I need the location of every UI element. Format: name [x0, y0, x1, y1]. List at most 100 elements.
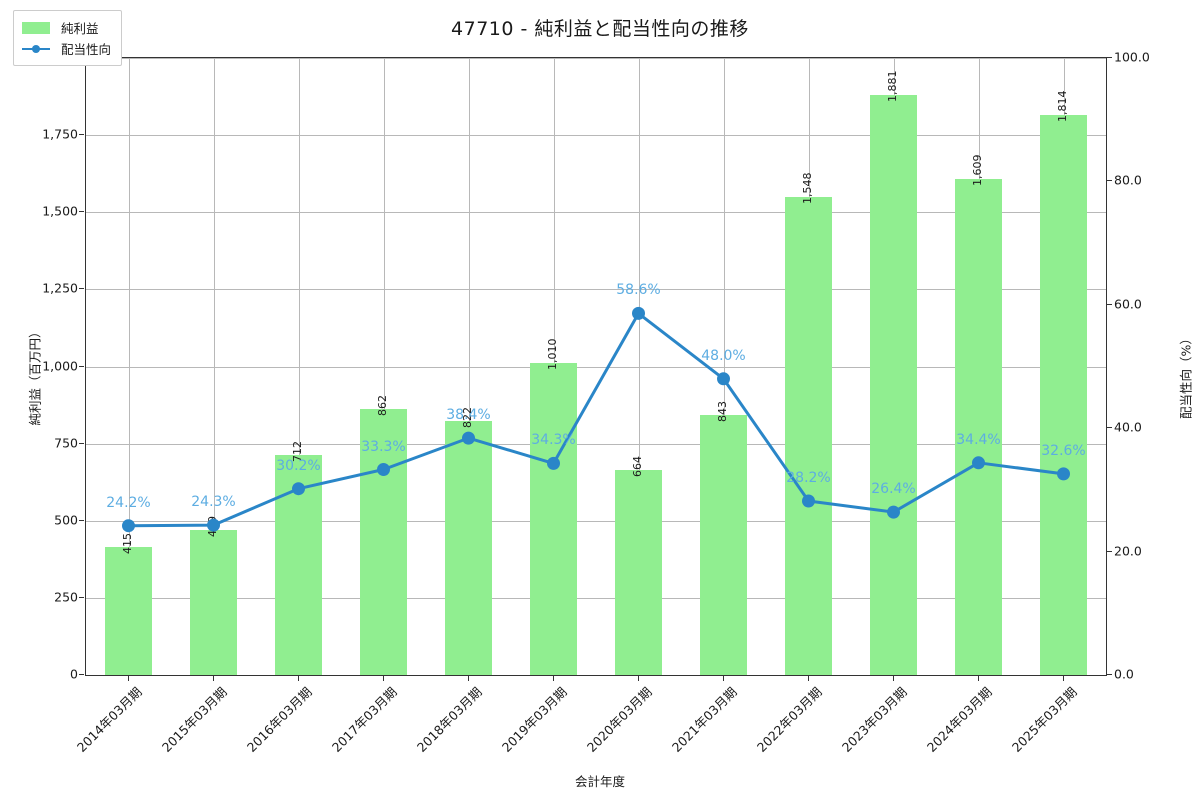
bar-value-label: 1,010 — [545, 338, 559, 371]
bar-value-label: 469 — [205, 516, 219, 538]
x-tick-label: 2017年03月期 — [328, 684, 400, 755]
y-tick-mark-left — [79, 596, 84, 598]
legend-label-payout-ratio: 配当性向 — [61, 42, 112, 57]
x-tick-mark — [553, 676, 554, 681]
y-tick-label-left: 500 — [54, 512, 78, 528]
legend-label-net-income: 純利益 — [61, 21, 99, 36]
gridline-horizontal — [86, 597, 1106, 599]
plot-area: 415 469 712 862 822 1,010 664 843 1,548 1,881 1,60… — [85, 57, 1107, 676]
bar — [785, 197, 832, 675]
bar-value-label: 843 — [715, 400, 729, 422]
bar-value-label: 664 — [630, 456, 644, 478]
x-tick-label: 2024年03月期 — [923, 684, 995, 755]
y-tick-mark-right — [1107, 57, 1112, 58]
bar-value-label: 1,548 — [800, 172, 814, 205]
bar-value-label: 1,881 — [885, 70, 899, 102]
bar — [615, 470, 662, 675]
bar — [190, 530, 237, 675]
y-axis-label-right: 配当性向（%） — [1178, 332, 1194, 419]
x-tick-mark — [298, 676, 299, 681]
y-tick-label-left: 1,750 — [42, 126, 78, 142]
y-tick-mark-left — [79, 365, 84, 367]
bar — [275, 455, 322, 675]
y-tick-mark-right — [1107, 180, 1112, 182]
x-tick-label: 2023年03月期 — [838, 684, 910, 755]
y-tick-label-right: 0.0 — [1114, 666, 1134, 682]
x-axis-label: 会計年度 — [574, 774, 625, 789]
x-tick-mark — [128, 676, 129, 681]
y-tick-label-right: 60.0 — [1114, 296, 1142, 312]
y-tick-label-left: 1,250 — [42, 280, 78, 296]
y-tick-mark-right — [1107, 427, 1112, 429]
y-tick-label-right: 80.0 — [1114, 172, 1142, 188]
line-value-label: 58.6% — [616, 282, 661, 299]
line-value-label: 24.2% — [106, 494, 151, 511]
bar-value-label: 1,814 — [1055, 90, 1069, 123]
x-tick-label: 2016年03月期 — [243, 684, 315, 755]
bar-value-label: 1,609 — [970, 154, 984, 186]
gridline-horizontal — [86, 135, 1106, 137]
bar-value-label: 415 — [120, 532, 134, 554]
y-tick-mark-left — [79, 211, 84, 213]
y-tick-label-left: 250 — [54, 589, 78, 605]
x-tick-mark — [893, 676, 894, 681]
y-tick-mark-left — [79, 288, 84, 290]
y-tick-mark-left — [79, 519, 84, 521]
line-value-label: 30.2% — [276, 457, 321, 474]
bar — [105, 546, 152, 675]
y-tick-mark-left — [79, 134, 84, 136]
y-tick-label-right: 100.0 — [1114, 49, 1150, 65]
y-tick-label-left: 0 — [70, 666, 78, 682]
x-tick-label: 2025年03月期 — [1008, 684, 1080, 755]
line-value-label: 34.4% — [956, 431, 1001, 448]
line-value-label: 34.3% — [531, 432, 576, 449]
legend-line-marker-icon — [22, 43, 50, 55]
gridline-horizontal — [86, 366, 1106, 368]
y-tick-mark-right — [1107, 550, 1112, 552]
chart-title: 47710 - 純利益と配当性向の推移 — [451, 18, 749, 40]
line-value-label: 28.2% — [786, 470, 831, 486]
legend-item-net-income: 純利益 — [22, 17, 111, 38]
x-tick-label: 2014年03月期 — [73, 684, 145, 755]
x-tick-mark — [383, 676, 384, 681]
y-tick-mark-right — [1107, 303, 1112, 305]
gridline-horizontal — [86, 58, 1106, 59]
line-value-label: 38.4% — [446, 407, 491, 424]
x-tick-label: 2015年03月期 — [158, 684, 230, 755]
bar-value-label: 862 — [375, 395, 389, 417]
x-tick-mark — [723, 676, 724, 681]
y-tick-mark-left — [79, 442, 84, 444]
x-tick-label: 2022年03月期 — [753, 684, 825, 755]
bar — [955, 178, 1002, 675]
x-tick-label: 2020年03月期 — [583, 684, 655, 755]
y-tick-label-right: 40.0 — [1114, 419, 1142, 435]
bar — [870, 94, 917, 675]
line-value-label: 33.3% — [361, 438, 406, 455]
y-tick-label-left: 1,500 — [42, 203, 78, 219]
gridline-horizontal — [86, 520, 1106, 522]
y-tick-mark-left — [79, 674, 84, 675]
x-tick-mark — [468, 676, 469, 681]
legend-bar-swatch-icon — [22, 21, 50, 34]
x-tick-label: 2019年03月期 — [498, 684, 570, 755]
line-value-label: 26.4% — [871, 481, 916, 498]
gridline-horizontal — [86, 212, 1106, 214]
line-path — [128, 311, 1064, 528]
gridline-horizontal — [86, 289, 1106, 291]
line-value-label: 48.0% — [701, 347, 746, 364]
x-tick-mark — [1063, 676, 1064, 681]
bar — [445, 421, 492, 675]
bar — [530, 363, 577, 675]
y-tick-label-left: 750 — [54, 435, 78, 451]
bar — [1040, 115, 1087, 675]
line-value-label: 24.3% — [191, 494, 236, 511]
y-tick-mark-right — [1107, 674, 1112, 675]
x-tick-mark — [638, 676, 639, 681]
line-value-label: 32.6% — [1041, 442, 1086, 459]
bar — [700, 414, 747, 675]
x-tick-label: 2021年03月期 — [668, 684, 740, 755]
y-tick-label-right: 20.0 — [1114, 543, 1142, 559]
x-tick-mark — [213, 676, 214, 681]
x-tick-mark — [808, 676, 809, 681]
